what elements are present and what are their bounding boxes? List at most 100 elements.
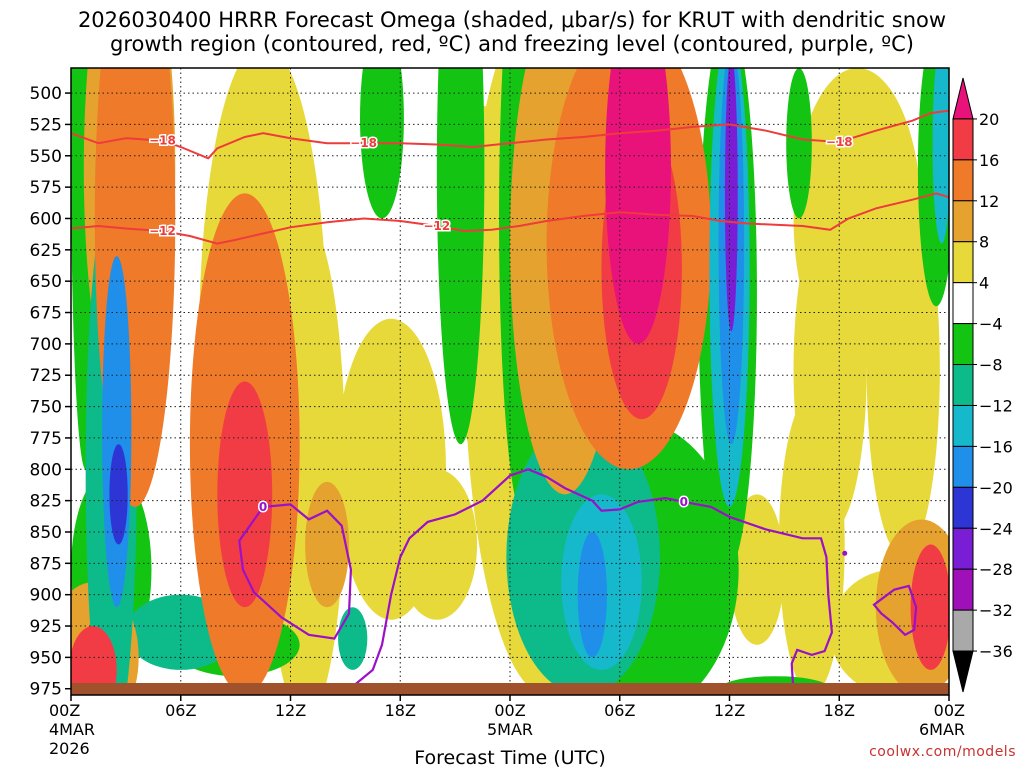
x-tick-label-1: 06Z	[165, 701, 196, 720]
y-tick-label-625: 625	[30, 241, 62, 261]
colorbar-bin-2	[952, 159, 974, 202]
omega-region-7	[217, 381, 273, 608]
y-axis: 500 525 550 575 600 625 650 675 700 725 750 775 800 8…	[30, 84, 71, 700]
omega-region-20	[778, 394, 845, 695]
omega-region-24	[729, 494, 785, 645]
x-tick-label-2: 12Z	[275, 701, 306, 720]
omega-region-46	[338, 607, 368, 670]
y-tick-label-725: 725	[30, 366, 62, 386]
y-tick-label-700: 700	[30, 335, 62, 355]
colorbar-bin-12	[952, 568, 974, 611]
y-tick-label-925: 925	[30, 617, 62, 637]
colorbar-tick-label-9: −20	[979, 478, 1013, 497]
y-tick-label-800: 800	[30, 460, 62, 480]
freezing-contour-0	[344, 468, 834, 694]
x-tick-date-0: 4MAR	[49, 720, 95, 739]
colorbar-tick-label-8: −16	[979, 437, 1013, 456]
colorbar-bin-5	[952, 282, 974, 325]
colorbar-tick-label-7: −12	[979, 396, 1013, 415]
colorbar-tick-label-12: −32	[979, 601, 1013, 620]
colorbar-bin-10	[952, 486, 974, 529]
x-tick-label-5: 06Z	[604, 701, 635, 720]
x-tick-label-8: 00Z	[934, 701, 965, 720]
colorbar-tick-label-4: 4	[979, 274, 989, 293]
chart-title-line-2: growth region (contoured, red, ºC) and f…	[110, 32, 914, 56]
colorbar-tick-label-11: −28	[979, 560, 1013, 579]
colorbar-bin-1	[952, 118, 974, 161]
y-tick-label-900: 900	[30, 586, 62, 606]
y-tick-label-875: 875	[30, 554, 62, 574]
x-tick-date-8: 6MAR	[919, 720, 965, 739]
dendritic-label-1-a: −12	[149, 224, 176, 238]
omega-region-11	[305, 481, 350, 608]
omega-region-17	[910, 544, 949, 670]
colorbar-bin-7	[952, 364, 974, 406]
x-tick-label-0: 00Z	[49, 701, 80, 720]
chart-title-line-1: 2026030400 HRRR Forecast Omega (shaded, …	[77, 8, 947, 32]
y-tick-label-775: 775	[30, 429, 62, 449]
colorbar-tick-label-10: −24	[979, 519, 1013, 538]
omega-region-38	[360, 68, 404, 219]
y-tick-label-750: 750	[30, 398, 62, 418]
omega-region-43	[786, 68, 812, 219]
colorbar-tick-label-3: 8	[979, 233, 989, 252]
colorbar-tick-label-2: 12	[979, 192, 999, 211]
chart-title: 2026030400 HRRR Forecast Omega (shaded, …	[0, 8, 1024, 56]
plot-area: −18 −18 −18 −12 −12 0 0	[71, 68, 949, 695]
y-tick-label-500: 500	[30, 84, 62, 104]
colorbar-bin-3	[952, 200, 974, 243]
grid-lines	[71, 68, 949, 695]
x-axis-label: Forecast Time (UTC)	[414, 747, 605, 768]
y-tick-label-975: 975	[30, 680, 62, 700]
omega-region-25	[109, 444, 128, 545]
x-tick-year-0: 2026	[49, 739, 90, 758]
colorbar-bin-8	[952, 404, 974, 447]
freezing-label-1: 0	[259, 500, 267, 514]
dendritic-contour-1	[71, 192, 949, 245]
x-tick-date-4: 5MAR	[487, 720, 533, 739]
colorbar-tick-label-6: −8	[979, 356, 1003, 375]
y-tick-label-525: 525	[30, 115, 62, 135]
dendritic-label-1-b: −12	[423, 219, 450, 233]
y-tick-label-550: 550	[30, 147, 62, 167]
y-tick-label-850: 850	[30, 523, 62, 543]
colorbar-tick-label-5: −4	[979, 315, 1003, 334]
freezing-contour-1	[238, 503, 353, 640]
omega-region-0	[605, 68, 671, 344]
colorbar-tick-label-1: 16	[979, 151, 999, 170]
dendritic-label-0-b: −18	[350, 136, 377, 150]
x-tick-label-6: 12Z	[714, 701, 745, 720]
contour-lines: −18 −18 −18 −12 −12 0 0	[71, 109, 949, 694]
credit-text: coolwx.com/models	[869, 744, 1016, 760]
dendritic-contour-0	[71, 109, 949, 160]
colorbar-arrow-top	[952, 77, 974, 120]
freezing-label-0: 0	[680, 495, 688, 509]
colorbar-bin-4	[952, 241, 974, 284]
freezing-contour-2	[872, 584, 918, 637]
y-tick-label-675: 675	[30, 304, 62, 324]
colorbar-bin-9	[952, 445, 974, 488]
y-tick-label-825: 825	[30, 492, 62, 512]
omega-region-39	[724, 68, 738, 332]
colorbar-bin-13	[952, 609, 974, 652]
freezing-dot	[842, 550, 848, 556]
omega-region-15	[71, 626, 117, 695]
omega-region-26	[102, 256, 132, 608]
y-tick-label-650: 650	[30, 272, 62, 292]
omega-region-37	[436, 68, 485, 445]
y-tick-label-575: 575	[30, 178, 62, 198]
dendritic-label-0-c: −18	[826, 135, 853, 149]
x-tick-label-7: 18Z	[824, 701, 855, 720]
colorbar-arrow-bottom	[952, 650, 974, 693]
omega-region-44	[932, 68, 949, 244]
ground-strip	[71, 683, 949, 695]
colorbar-bin-11	[952, 527, 974, 570]
omega-region-22	[866, 180, 940, 558]
x-tick-label-3: 18Z	[385, 701, 416, 720]
dendritic-label-0-a: −18	[149, 134, 176, 148]
y-tick-label-950: 950	[30, 648, 62, 668]
colorbar-bin-6	[952, 323, 974, 366]
x-tick-label-4: 00Z	[494, 701, 525, 720]
